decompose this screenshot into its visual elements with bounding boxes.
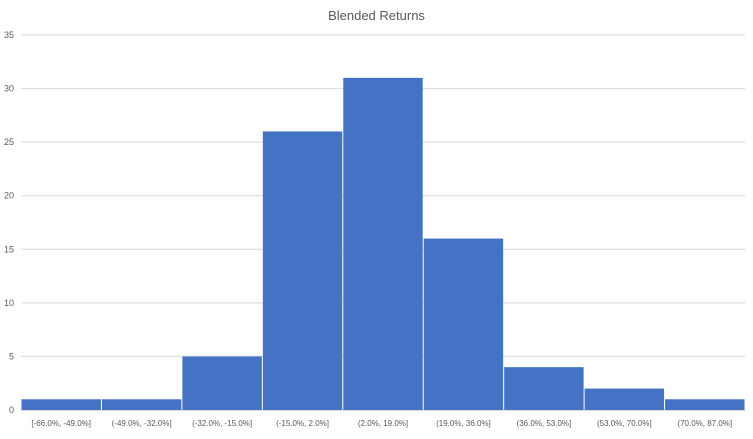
chart-title: Blended Returns — [328, 8, 425, 23]
x-tick-label: (19.0%, 36.0%] — [436, 419, 491, 428]
histogram-bar — [262, 131, 343, 410]
x-tick-label: (-15.0%, 2.0%] — [276, 419, 329, 428]
x-tick-label: (-32.0%, -15.0%] — [192, 419, 252, 428]
histogram-bar — [423, 238, 504, 410]
x-tick-label: (53.0%, 70.0%] — [597, 419, 652, 428]
y-tick-label: 10 — [4, 298, 14, 308]
y-tick-label: 35 — [4, 30, 14, 40]
histogram-bar — [584, 388, 665, 410]
y-tick-label: 0 — [9, 405, 14, 415]
y-tick-label: 5 — [9, 351, 14, 361]
histogram-bar — [343, 77, 423, 410]
x-tick-label: (2.0%, 19.0%] — [358, 419, 408, 428]
x-tick-label: [-66.0%, -49.0%] — [31, 419, 91, 428]
histogram-bar — [182, 356, 262, 410]
histogram-bar — [21, 399, 101, 410]
x-tick-label: (70.0%, 87.0%] — [677, 419, 732, 428]
y-tick-label: 25 — [4, 137, 14, 147]
histogram-bar — [665, 399, 745, 410]
y-tick-label: 15 — [4, 244, 14, 254]
y-tick-label: 20 — [4, 191, 14, 201]
y-tick-label: 30 — [4, 84, 14, 94]
histogram-bar — [101, 399, 182, 410]
x-tick-label: (-49.0%, -32.0%] — [112, 419, 172, 428]
histogram-bar — [504, 367, 584, 410]
x-tick-label: (36.0%, 53.0%] — [517, 419, 572, 428]
